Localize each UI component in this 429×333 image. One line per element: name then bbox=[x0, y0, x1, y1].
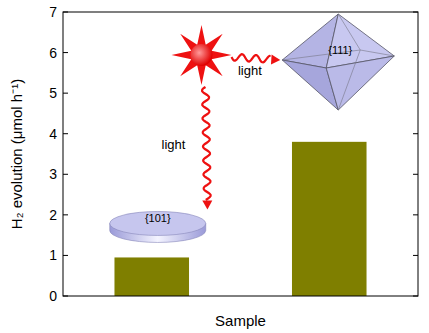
y-tick-label: 7 bbox=[49, 4, 57, 20]
octa-face bbox=[326, 56, 394, 110]
light-label: light bbox=[238, 63, 262, 78]
light-arrow bbox=[232, 54, 271, 62]
plot-frame bbox=[63, 12, 418, 296]
y-tick-label: 4 bbox=[49, 126, 57, 142]
y-tick-label: 5 bbox=[49, 85, 57, 101]
y-tick bbox=[63, 93, 68, 94]
bar bbox=[114, 257, 189, 296]
facet-label: {101} bbox=[145, 212, 171, 224]
y-tick bbox=[63, 174, 68, 175]
x-axis-title: Sample bbox=[215, 312, 266, 329]
y-tick bbox=[63, 52, 68, 53]
y-tick-label: 3 bbox=[49, 166, 57, 182]
sun bbox=[190, 44, 212, 66]
disc-top bbox=[110, 211, 206, 235]
y-tick bbox=[413, 214, 418, 215]
y-tick bbox=[413, 174, 418, 175]
light-label: light bbox=[162, 137, 186, 152]
y-axis-title: H₂ evolution (μmol h⁻¹) bbox=[8, 79, 25, 229]
light-arrow bbox=[202, 87, 211, 200]
y-tick-label: 2 bbox=[49, 207, 57, 223]
y-tick-label: 1 bbox=[49, 247, 57, 263]
y-tick bbox=[413, 12, 418, 13]
y-tick bbox=[413, 52, 418, 53]
sun-rays bbox=[172, 25, 232, 85]
light-arrow-head bbox=[271, 55, 280, 65]
y-tick bbox=[63, 255, 68, 256]
light-arrow-head bbox=[202, 200, 212, 209]
y-tick bbox=[413, 133, 418, 134]
y-tick bbox=[63, 133, 68, 134]
y-tick bbox=[413, 255, 418, 256]
octa-edge bbox=[338, 14, 360, 110]
y-tick bbox=[413, 93, 418, 94]
y-tick bbox=[63, 12, 68, 13]
y-tick-label: 6 bbox=[49, 45, 57, 61]
y-tick-label: 0 bbox=[49, 288, 57, 304]
chart: 0 1 2 3 4 5 6 7 H₂ evolution (μmol h⁻¹) Sample {11… bbox=[0, 0, 429, 333]
facet-label: {111} bbox=[328, 44, 352, 56]
y-tick bbox=[413, 296, 418, 297]
bar bbox=[292, 142, 367, 296]
y-tick bbox=[63, 214, 68, 215]
y-tick bbox=[63, 296, 68, 297]
